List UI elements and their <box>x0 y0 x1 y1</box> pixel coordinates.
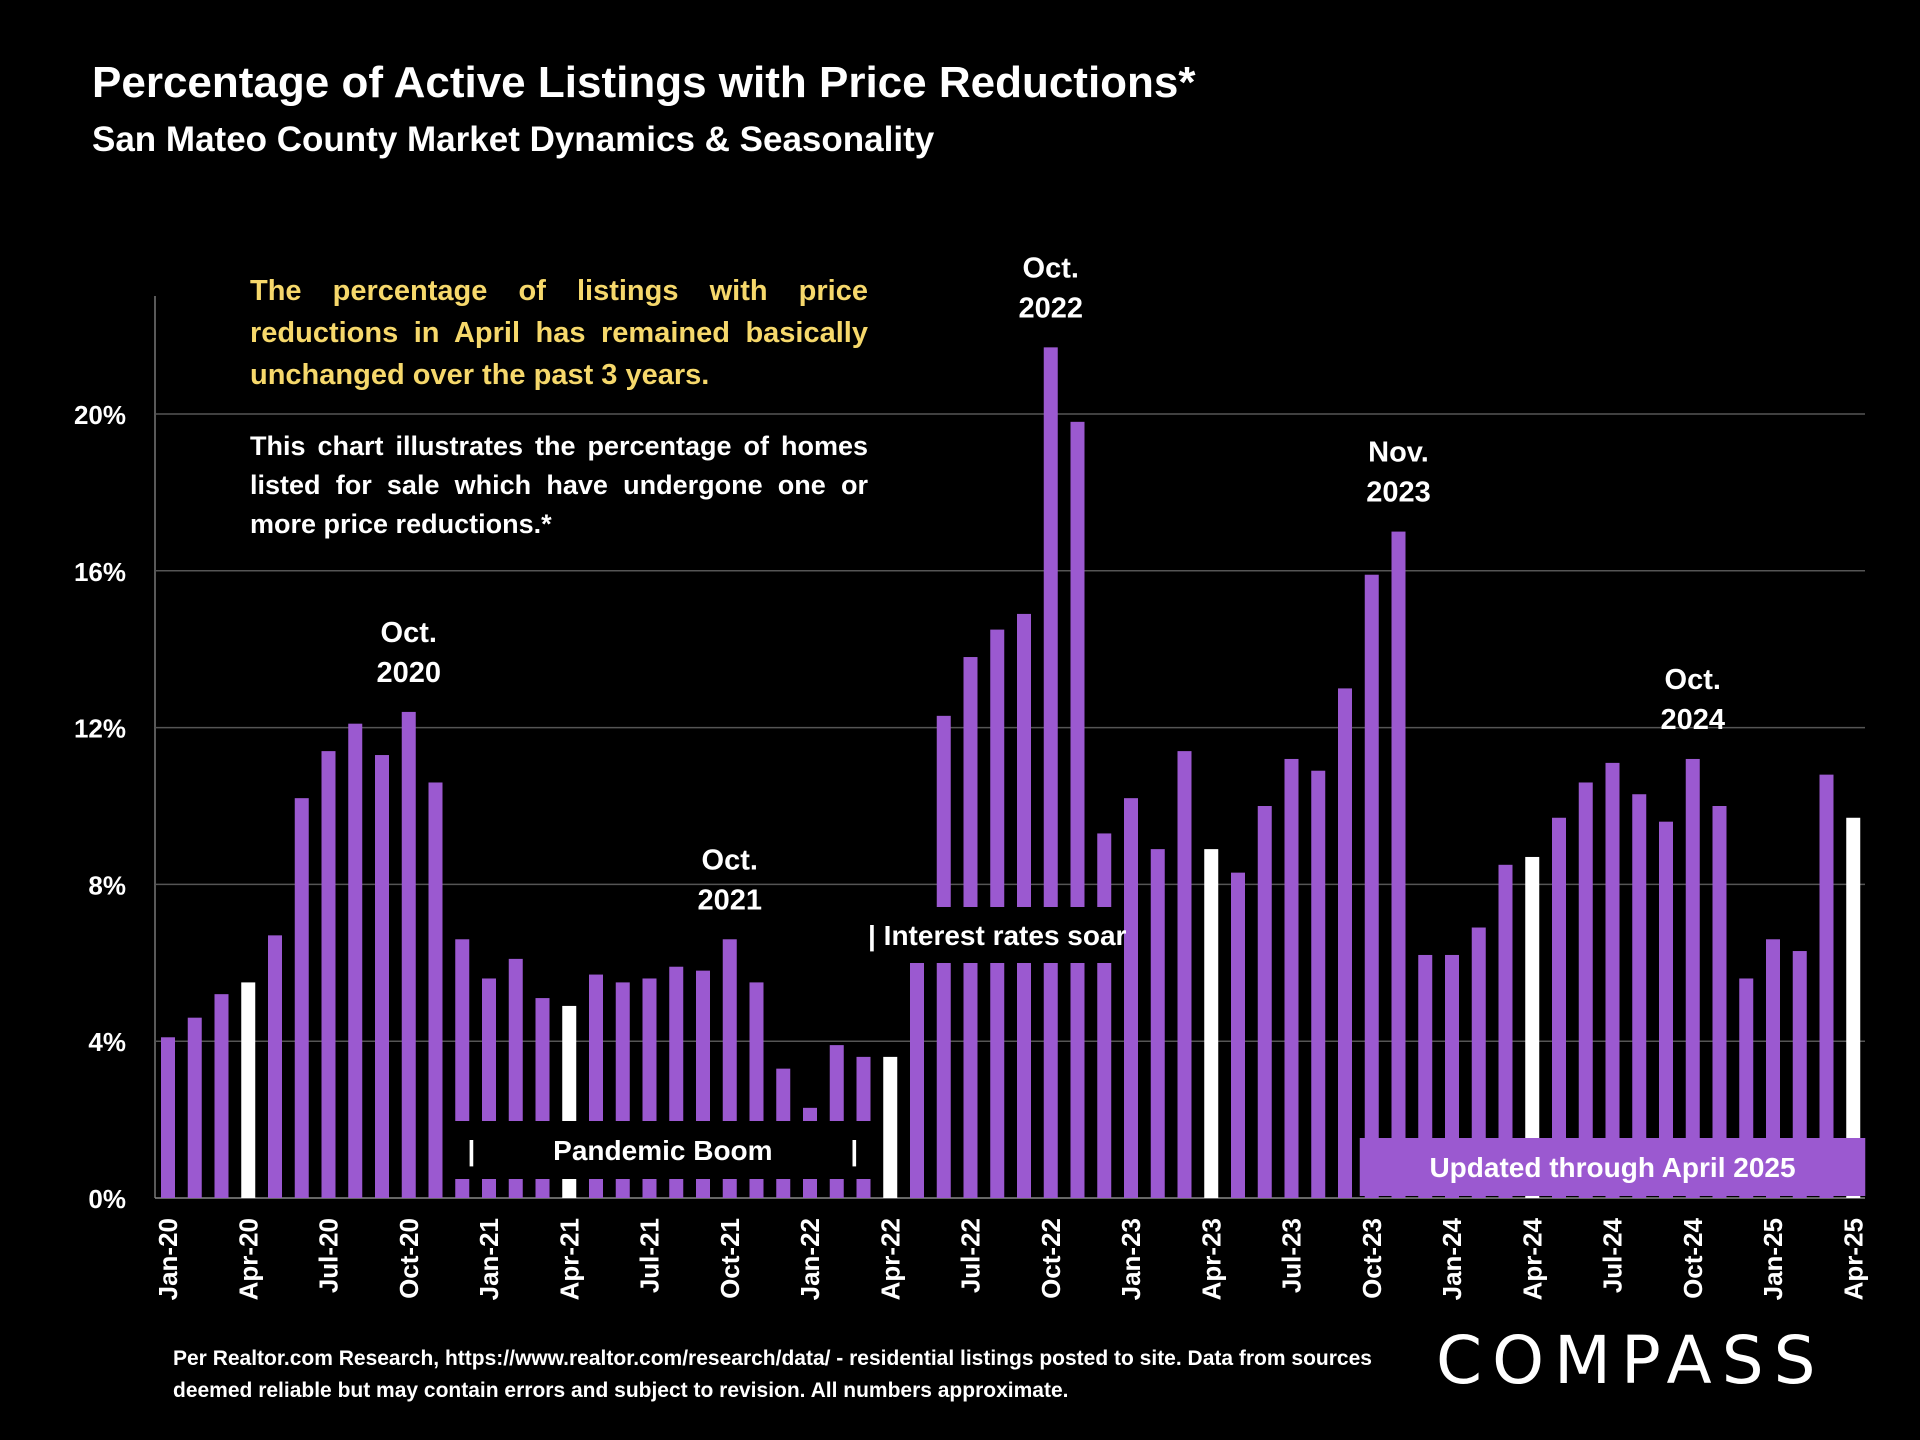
peak-annotation: 2020 <box>376 657 441 689</box>
bar <box>910 954 924 1198</box>
bar <box>268 935 282 1198</box>
x-tick-label: Apr-21 <box>554 1218 584 1300</box>
period-band <box>1359 1138 1866 1196</box>
x-tick-label: Apr-24 <box>1517 1217 1547 1300</box>
bar <box>1124 798 1138 1198</box>
bar <box>1070 421 1085 1199</box>
bar-highlight <box>1204 849 1219 1198</box>
x-tick-label: Oct-23 <box>1357 1218 1387 1299</box>
x-tick-label: Oct-20 <box>394 1218 424 1299</box>
x-tick-label: Oct-21 <box>715 1218 745 1299</box>
bar <box>161 1037 175 1198</box>
y-tick-label: 20% <box>74 400 126 430</box>
bar <box>1471 927 1486 1198</box>
peak-annotation: 2023 <box>1366 477 1431 509</box>
y-tick-label: 8% <box>88 870 126 900</box>
period-band-label: | Pandemic Boom | <box>468 1135 859 1166</box>
bar <box>1338 688 1352 1198</box>
bar <box>1043 347 1058 1198</box>
bar-highlight <box>241 982 256 1198</box>
bar <box>1418 954 1433 1198</box>
bar <box>294 798 309 1198</box>
x-tick-label: Jan-21 <box>474 1218 504 1300</box>
peak-annotation: Oct. <box>1665 664 1721 696</box>
bar <box>348 723 363 1198</box>
x-tick-label: Jul-20 <box>314 1218 344 1293</box>
bar <box>1445 954 1459 1198</box>
bar-highlight <box>1846 817 1861 1198</box>
bar <box>1017 613 1031 1198</box>
peak-annotation: 2024 <box>1660 704 1725 736</box>
period-band-label: | Interest rates soar <box>868 920 1127 951</box>
bar <box>375 755 389 1198</box>
peak-annotation: Oct. <box>1023 252 1079 284</box>
bar <box>1284 758 1299 1198</box>
y-tick-label: 16% <box>74 557 126 587</box>
bar <box>1792 951 1807 1198</box>
period-band-label: Updated through April 2025 <box>1429 1152 1795 1183</box>
bar <box>428 782 443 1198</box>
bar <box>401 711 416 1198</box>
period-band <box>450 1121 876 1179</box>
source-footnote: Per Realtor.com Research, https://www.re… <box>173 1347 1372 1402</box>
bar <box>321 751 336 1198</box>
x-tick-label: Jan-23 <box>1116 1218 1146 1300</box>
bar <box>1552 817 1566 1198</box>
chart-subtitle: San Mateo County Market Dynamics & Seaso… <box>92 120 935 159</box>
bar <box>1364 574 1379 1198</box>
x-tick-label: Jul-22 <box>956 1218 986 1293</box>
bar <box>1257 806 1272 1198</box>
x-tick-label: Jul-24 <box>1598 1217 1628 1293</box>
bar-highlight <box>883 1056 898 1198</box>
bar <box>1659 821 1673 1198</box>
y-tick-label: 4% <box>88 1027 126 1057</box>
peak-annotation: Nov. <box>1368 437 1429 469</box>
bar <box>1311 770 1326 1198</box>
bar <box>1097 833 1112 1198</box>
bar <box>1498 864 1513 1198</box>
bar-highlight <box>1525 856 1540 1198</box>
x-tick-label: Jan-25 <box>1758 1218 1788 1300</box>
bar <box>1150 849 1165 1198</box>
peak-annotation: 2022 <box>1018 292 1083 324</box>
x-tick-label: Jul-21 <box>635 1218 665 1293</box>
y-tick-label: 0% <box>88 1184 126 1214</box>
peak-annotation: Oct. <box>702 844 758 876</box>
x-tick-label: Jul-23 <box>1277 1218 1307 1293</box>
bar <box>187 1017 202 1198</box>
y-tick-label: 12% <box>74 714 126 744</box>
bar <box>1231 872 1245 1198</box>
x-tick-label: Apr-23 <box>1196 1218 1226 1300</box>
x-tick-label: Jan-20 <box>153 1218 183 1300</box>
bar <box>1578 782 1593 1198</box>
peak-annotation: 2021 <box>697 884 762 916</box>
bar <box>1712 806 1727 1198</box>
x-tick-label: Jan-24 <box>1437 1217 1467 1300</box>
peak-annotation: Oct. <box>381 617 437 649</box>
bar <box>1766 939 1780 1198</box>
callout-white-text: This chart illustrates the percentage of… <box>250 431 868 539</box>
x-tick-label: Apr-25 <box>1838 1218 1868 1300</box>
x-tick-label: Oct-22 <box>1036 1218 1066 1299</box>
bar <box>1177 751 1192 1198</box>
bar <box>214 994 229 1198</box>
x-tick-label: Apr-22 <box>875 1218 905 1300</box>
bar <box>1605 762 1620 1198</box>
x-tick-label: Jan-22 <box>795 1218 825 1300</box>
bar <box>1632 794 1647 1198</box>
callout-yellow-text: The percentage of listings with price re… <box>250 275 868 391</box>
chart-title: Percentage of Active Listings with Price… <box>92 58 1196 107</box>
period-band <box>878 907 1117 963</box>
bar <box>1685 758 1700 1198</box>
x-tick-label: Oct-24 <box>1678 1217 1708 1298</box>
bar <box>1819 774 1834 1198</box>
bar <box>1391 531 1406 1198</box>
x-tick-label: Apr-20 <box>233 1218 263 1300</box>
compass-logo: COMPASS <box>1436 1322 1826 1399</box>
